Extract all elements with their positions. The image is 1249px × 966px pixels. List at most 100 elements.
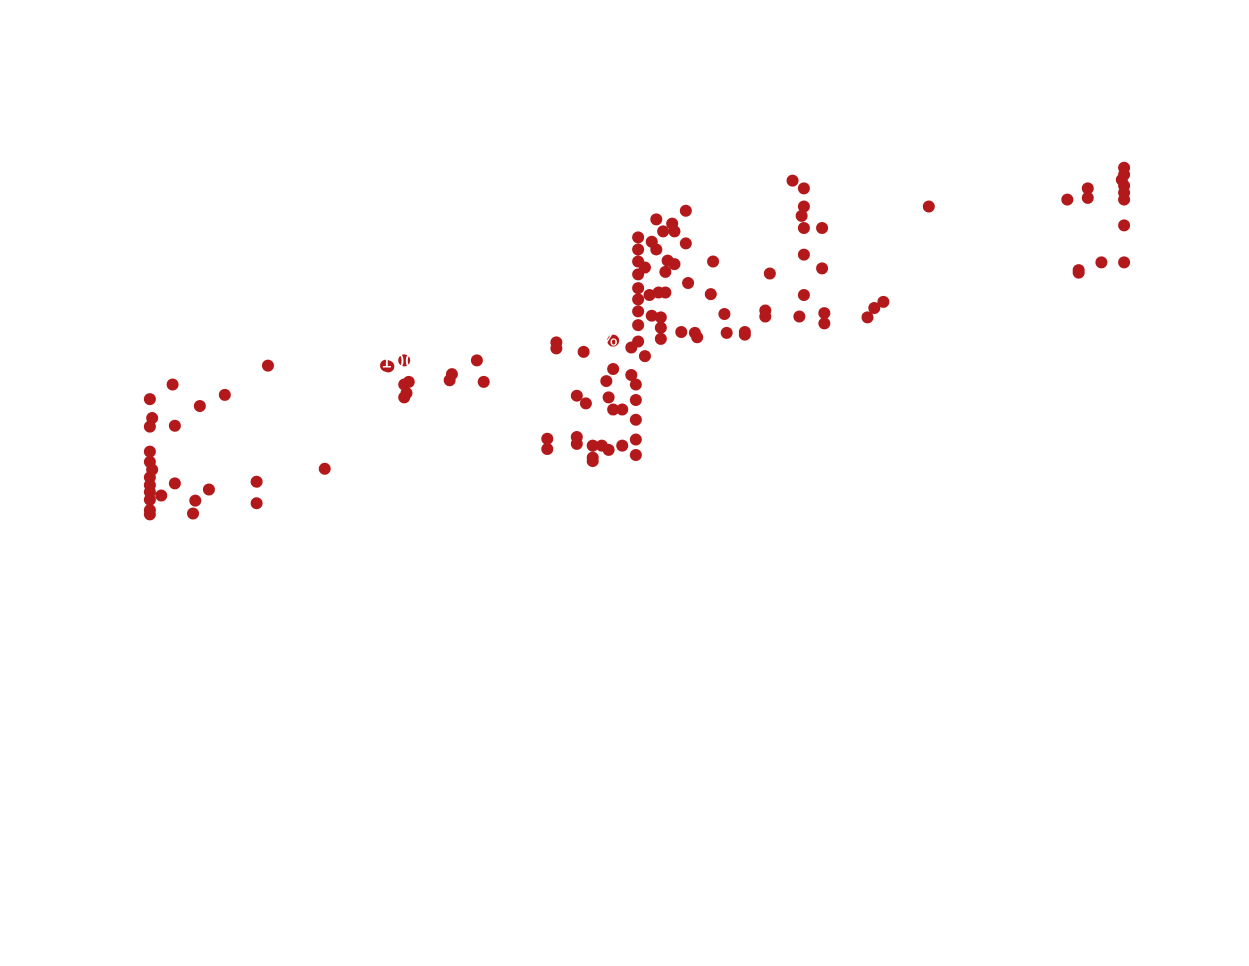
point [861, 311, 874, 324]
point [625, 369, 638, 382]
point [586, 439, 599, 452]
point [786, 174, 799, 187]
point [632, 231, 645, 244]
point [645, 309, 658, 322]
point [632, 282, 645, 295]
point [1118, 219, 1131, 232]
point [1118, 256, 1131, 269]
point [763, 267, 776, 280]
point [657, 225, 670, 238]
point [629, 433, 642, 446]
point [625, 341, 638, 354]
point [382, 360, 395, 373]
point [675, 326, 688, 339]
point [1081, 182, 1094, 195]
point [797, 182, 810, 195]
point [632, 243, 645, 256]
point [570, 437, 583, 450]
point [638, 350, 651, 363]
point [629, 378, 642, 391]
point [607, 334, 620, 347]
point [877, 295, 890, 308]
point [654, 321, 667, 334]
point [797, 289, 810, 302]
point [1072, 266, 1085, 279]
point [795, 209, 808, 222]
point [579, 397, 592, 410]
point [189, 494, 202, 507]
x-tick-label: -100% [374, 351, 435, 373]
point [629, 393, 642, 406]
point [607, 363, 620, 376]
point [166, 378, 179, 391]
point [616, 403, 629, 416]
point [632, 293, 645, 306]
point [202, 483, 215, 496]
point [586, 455, 599, 468]
point [250, 497, 263, 510]
point [155, 489, 168, 502]
point [632, 319, 645, 332]
point [250, 475, 263, 488]
point [477, 375, 490, 388]
point [797, 200, 810, 213]
point [816, 221, 829, 234]
point [629, 413, 642, 426]
point [682, 277, 695, 290]
point [187, 507, 200, 520]
y-tick-label: 0% [588, 414, 618, 436]
point [143, 445, 156, 458]
point [679, 204, 692, 217]
point [691, 331, 704, 344]
point [922, 200, 935, 213]
point [168, 419, 181, 432]
point [193, 400, 206, 413]
point [668, 258, 681, 271]
point [168, 477, 181, 490]
point [470, 354, 483, 367]
point [602, 443, 615, 456]
point [1061, 193, 1074, 206]
point [818, 317, 831, 330]
point [818, 307, 831, 320]
y-tick-label: 100% [564, 328, 618, 350]
point [600, 375, 613, 388]
point [607, 403, 620, 416]
point [793, 310, 806, 323]
point [643, 289, 656, 302]
point [577, 345, 590, 358]
point [797, 248, 810, 261]
point [738, 328, 751, 341]
point [720, 326, 733, 339]
point [650, 213, 663, 226]
point [668, 225, 681, 238]
x-tick-label: 0 [625, 351, 637, 373]
point [868, 301, 881, 314]
point [654, 311, 667, 324]
point [541, 432, 554, 445]
point [650, 243, 663, 256]
point [659, 265, 672, 278]
point [654, 332, 667, 345]
point [318, 462, 331, 475]
point [718, 307, 731, 320]
point [797, 221, 810, 234]
point [143, 393, 156, 406]
point [402, 375, 415, 388]
point [1118, 193, 1131, 206]
point [398, 354, 411, 367]
point [1081, 191, 1094, 204]
point [759, 310, 772, 323]
point [638, 261, 651, 274]
point [143, 493, 156, 506]
point [550, 342, 563, 355]
point [632, 305, 645, 318]
point [629, 449, 642, 462]
point [616, 439, 629, 452]
point [659, 286, 672, 299]
point [261, 359, 274, 372]
point [143, 420, 156, 433]
point [398, 391, 411, 404]
point [143, 508, 156, 521]
